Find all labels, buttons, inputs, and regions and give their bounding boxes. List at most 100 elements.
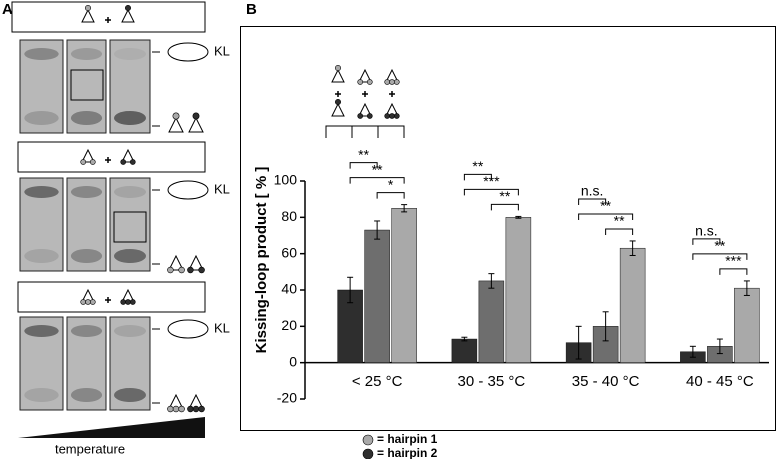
hairpin-loop — [389, 113, 395, 119]
hairpin-loop — [366, 79, 373, 85]
gel-band — [24, 186, 59, 198]
error-bar — [743, 280, 750, 296]
hairpin-loop — [129, 299, 136, 305]
panel-label: A — [2, 1, 13, 18]
gradient-label: temperature — [55, 441, 125, 456]
gel-band — [114, 388, 146, 402]
kl-complex — [167, 319, 209, 339]
error-bar — [461, 336, 468, 342]
hairpin-loop — [384, 79, 391, 85]
hairpin-loop — [393, 113, 400, 119]
significance-bracket — [578, 198, 607, 205]
significance-bracket — [490, 203, 519, 211]
kl-label: KL — [214, 43, 230, 58]
hairpin-loop — [393, 79, 400, 85]
significance-bracket — [578, 213, 634, 220]
construct-box — [17, 281, 206, 313]
error-bar — [488, 273, 495, 289]
error-bar — [602, 311, 609, 342]
gel-band — [114, 186, 146, 198]
significance-label: *** — [725, 253, 742, 269]
significance-label: n.s. — [695, 223, 718, 239]
gel-box — [113, 211, 147, 243]
plot-frame — [240, 26, 776, 431]
panel-label: B — [246, 1, 257, 18]
gel-band — [70, 186, 103, 198]
hairpin-icon — [188, 116, 204, 133]
hairpin-loop — [187, 266, 194, 274]
bar — [478, 280, 505, 363]
gel-band — [114, 325, 146, 337]
hairpin-loop — [125, 299, 131, 305]
significance-bracket — [349, 177, 405, 184]
significance-bracket — [692, 238, 721, 245]
hairpin-loop — [80, 299, 87, 305]
y-tick-label: 0 — [289, 353, 297, 369]
error-bar — [629, 240, 636, 256]
gel-band — [114, 249, 146, 263]
significance-bracket — [719, 268, 748, 275]
hairpin-icon — [188, 254, 204, 271]
error-bar — [716, 338, 723, 355]
kl-complex — [167, 42, 209, 62]
bar — [619, 247, 646, 363]
gel-band — [114, 111, 146, 125]
kl-label: KL — [214, 320, 230, 335]
significance-bracket — [692, 253, 748, 260]
gel-band — [24, 48, 59, 60]
hairpin-loop — [89, 299, 96, 305]
significance-label: *** — [483, 173, 500, 189]
significance-label: ** — [499, 188, 510, 204]
hairpin-icon — [358, 68, 372, 83]
hairpin-icon — [121, 148, 135, 163]
x-tick-label: 35 - 40 °C — [572, 373, 640, 390]
y-tick-label: 60 — [281, 244, 297, 260]
hairpin-loop — [80, 159, 87, 165]
legend-swatch — [362, 448, 374, 459]
error-bar — [347, 276, 354, 304]
x-tick-label: 30 - 35 °C — [458, 373, 526, 390]
significance-label: ** — [714, 238, 725, 254]
hairpin-loop — [120, 299, 127, 305]
error-bar — [689, 345, 696, 358]
hairpin-icon — [168, 116, 184, 133]
significance-label: ** — [600, 198, 611, 214]
hairpin-loop — [167, 266, 174, 274]
error-bar — [515, 215, 522, 219]
bar — [734, 287, 760, 363]
significance-bracket — [605, 228, 634, 235]
hairpin-icon — [331, 102, 345, 117]
hairpin-loop — [89, 159, 96, 165]
hairpin-loop — [129, 159, 136, 165]
hairpin-loop — [389, 79, 395, 85]
bar — [505, 217, 532, 363]
gel-band — [70, 48, 103, 60]
gel-band — [70, 111, 103, 125]
hairpin-loop — [357, 79, 364, 85]
hairpin-loop — [366, 113, 373, 119]
legend-label: = hairpin 2 — [377, 446, 438, 459]
construct-box — [17, 141, 206, 173]
gel-band — [24, 249, 59, 263]
hairpin-icon — [168, 254, 184, 271]
hairpin-loop — [198, 266, 205, 274]
hairpin-icon — [358, 102, 372, 117]
hairpin-loop — [187, 405, 194, 413]
hairpin-icon — [81, 148, 95, 163]
bar — [391, 208, 417, 363]
error-bar — [374, 220, 381, 240]
hairpin-loop — [198, 405, 205, 413]
hairpin-icon — [331, 68, 345, 83]
hairpin-loop — [178, 266, 185, 274]
y-tick-label: -20 — [277, 390, 297, 406]
gel-band — [24, 388, 59, 402]
significance-bracket — [349, 162, 378, 169]
temperature-wedge — [18, 417, 205, 438]
gel-band — [114, 48, 146, 60]
hairpin-loop — [172, 405, 180, 413]
hairpin-loop — [178, 405, 185, 413]
y-tick-label: 100 — [274, 172, 298, 188]
bar — [451, 338, 478, 363]
hairpin-icon — [121, 8, 135, 23]
